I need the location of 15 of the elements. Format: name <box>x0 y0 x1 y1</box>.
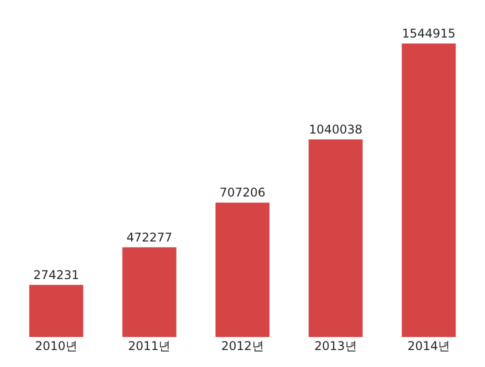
x-tick-label: 2014년 <box>407 339 450 353</box>
bar <box>402 43 456 337</box>
data-label: 274231 <box>33 268 80 282</box>
bar <box>122 247 176 337</box>
data-label: 1040038 <box>308 122 362 136</box>
x-tick-label: 2013년 <box>314 339 357 353</box>
data-label: 472277 <box>126 230 172 244</box>
x-tick-label: 2010년 <box>34 339 78 353</box>
data-label: 707206 <box>220 186 266 200</box>
x-tick-label: 2011년 <box>128 339 171 353</box>
bar <box>29 284 84 337</box>
bar <box>308 139 363 337</box>
bar <box>215 202 270 337</box>
data-label: 1544915 <box>402 26 456 40</box>
x-tick-label: 2012년 <box>221 339 264 353</box>
